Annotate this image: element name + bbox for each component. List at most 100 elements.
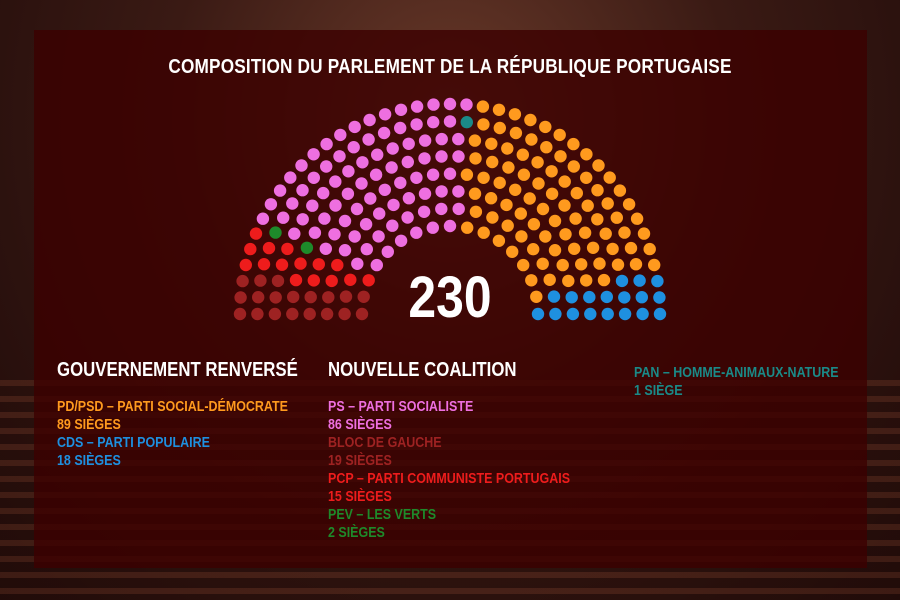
seat-dot — [486, 155, 499, 169]
seat-dot — [565, 291, 578, 304]
seat-dot — [591, 213, 604, 226]
seat-dot — [566, 307, 580, 321]
seat-dot — [355, 307, 369, 321]
seat-dot — [506, 245, 519, 258]
seat-dot — [603, 171, 616, 184]
seat-dot — [545, 187, 559, 200]
seat-dot — [443, 219, 457, 233]
seat-dot — [394, 176, 407, 189]
seat-dot — [262, 241, 276, 255]
seat-dot — [485, 137, 498, 150]
seat-dot — [543, 273, 556, 286]
seat-dot — [322, 291, 335, 304]
chart-title: COMPOSITION DU PARLEMENT DE LA RÉPUBLIQU… — [168, 56, 732, 78]
seat-dot — [294, 257, 307, 270]
seat-dot — [615, 274, 629, 288]
seat-dot — [418, 187, 432, 200]
seat-dot — [477, 226, 490, 239]
seat-dot — [306, 199, 319, 212]
seat-dot — [584, 307, 597, 321]
seat-dot — [553, 128, 566, 142]
party-ps: PS – PARTI SOCIALISTE 86 SIÈGES — [328, 398, 609, 434]
seat-dot — [477, 171, 490, 184]
seat-dot — [469, 152, 482, 165]
seat-dot — [452, 202, 465, 216]
seat-dot — [443, 167, 457, 180]
seat-dot — [386, 219, 399, 232]
seat-dot — [486, 211, 499, 224]
seat-dot — [624, 241, 638, 255]
seat-dot — [562, 274, 575, 288]
seat-dot — [281, 242, 294, 256]
seat-dot — [567, 137, 580, 151]
seat-dot — [256, 212, 270, 225]
party-name: PAN – HOMME-ANIMAUX-NATURE — [634, 365, 839, 381]
column-other: PAN – HOMME-ANIMAUX-NATURE 1 SIÈGE — [634, 364, 872, 400]
seat-dot — [308, 226, 322, 239]
party-bloc: BLOC DE GAUCHE 19 SIÈGES — [328, 434, 609, 470]
seat-dot — [387, 198, 400, 212]
seat-dot — [610, 211, 623, 224]
seat-dot — [386, 142, 399, 155]
seat-dot — [264, 198, 278, 211]
seat-dot — [558, 175, 571, 188]
seat-dot — [525, 133, 538, 146]
seat-dot — [435, 202, 448, 216]
seat-dot — [530, 290, 543, 303]
seat-dot — [269, 291, 282, 304]
seat-dot — [371, 148, 384, 161]
seat-dot — [517, 258, 530, 272]
seat-dot — [239, 258, 252, 272]
seat-dot — [643, 242, 656, 256]
seat-dot — [580, 171, 593, 184]
seat-dot — [484, 192, 498, 205]
seat-dot — [370, 258, 383, 272]
seat-dot — [581, 199, 594, 212]
seat-dot — [338, 307, 351, 321]
seat-dot — [296, 213, 309, 226]
seat-dot — [613, 184, 627, 197]
seat-dot — [460, 98, 473, 111]
seat-dot — [394, 121, 407, 135]
seat-dot — [532, 177, 545, 190]
seat-dot — [378, 108, 392, 121]
seat-dot — [372, 230, 385, 243]
seat-dot — [329, 199, 342, 212]
seat-dot — [586, 241, 600, 254]
seat-dot — [275, 258, 289, 271]
seat-dot — [611, 258, 625, 271]
seat-dot — [568, 242, 581, 255]
seat-dot — [244, 242, 257, 256]
seat-dot — [461, 221, 474, 234]
party-name: CDS – PARTI POPULAIRE — [57, 435, 210, 451]
seat-dot — [357, 290, 370, 303]
seat-dot — [633, 274, 646, 287]
total-seats: 230 — [408, 265, 492, 330]
seat-dot — [547, 290, 561, 303]
seat-dot — [460, 168, 474, 181]
seat-dot — [401, 211, 414, 224]
seat-dot — [653, 307, 667, 321]
seat-dot — [350, 202, 364, 216]
party-pan: PAN – HOMME-ANIMAUX-NATURE 1 SIÈGE — [634, 364, 872, 400]
seat-dot — [273, 184, 287, 197]
seat-dot — [289, 273, 303, 287]
seat-dot — [601, 197, 614, 210]
seat-dot — [362, 274, 375, 287]
seat-dot — [558, 199, 571, 212]
seat-dot — [452, 132, 465, 146]
heading-coalition: NOUVELLE COALITION — [328, 359, 517, 381]
seat-dot — [234, 291, 247, 304]
seat-dot — [435, 185, 448, 198]
seat-dot — [460, 116, 473, 129]
seat-dot — [468, 134, 482, 147]
column-coalition: NOUVELLE COALITION PS – PARTI SOCIALISTE… — [328, 358, 609, 542]
seat-dot — [378, 183, 391, 196]
seat-dot — [635, 291, 648, 304]
seat-dot — [435, 132, 448, 146]
seat-dot — [249, 227, 263, 240]
seat-dot — [269, 226, 282, 239]
seat-dot — [268, 307, 282, 321]
seat-dot — [284, 171, 297, 184]
